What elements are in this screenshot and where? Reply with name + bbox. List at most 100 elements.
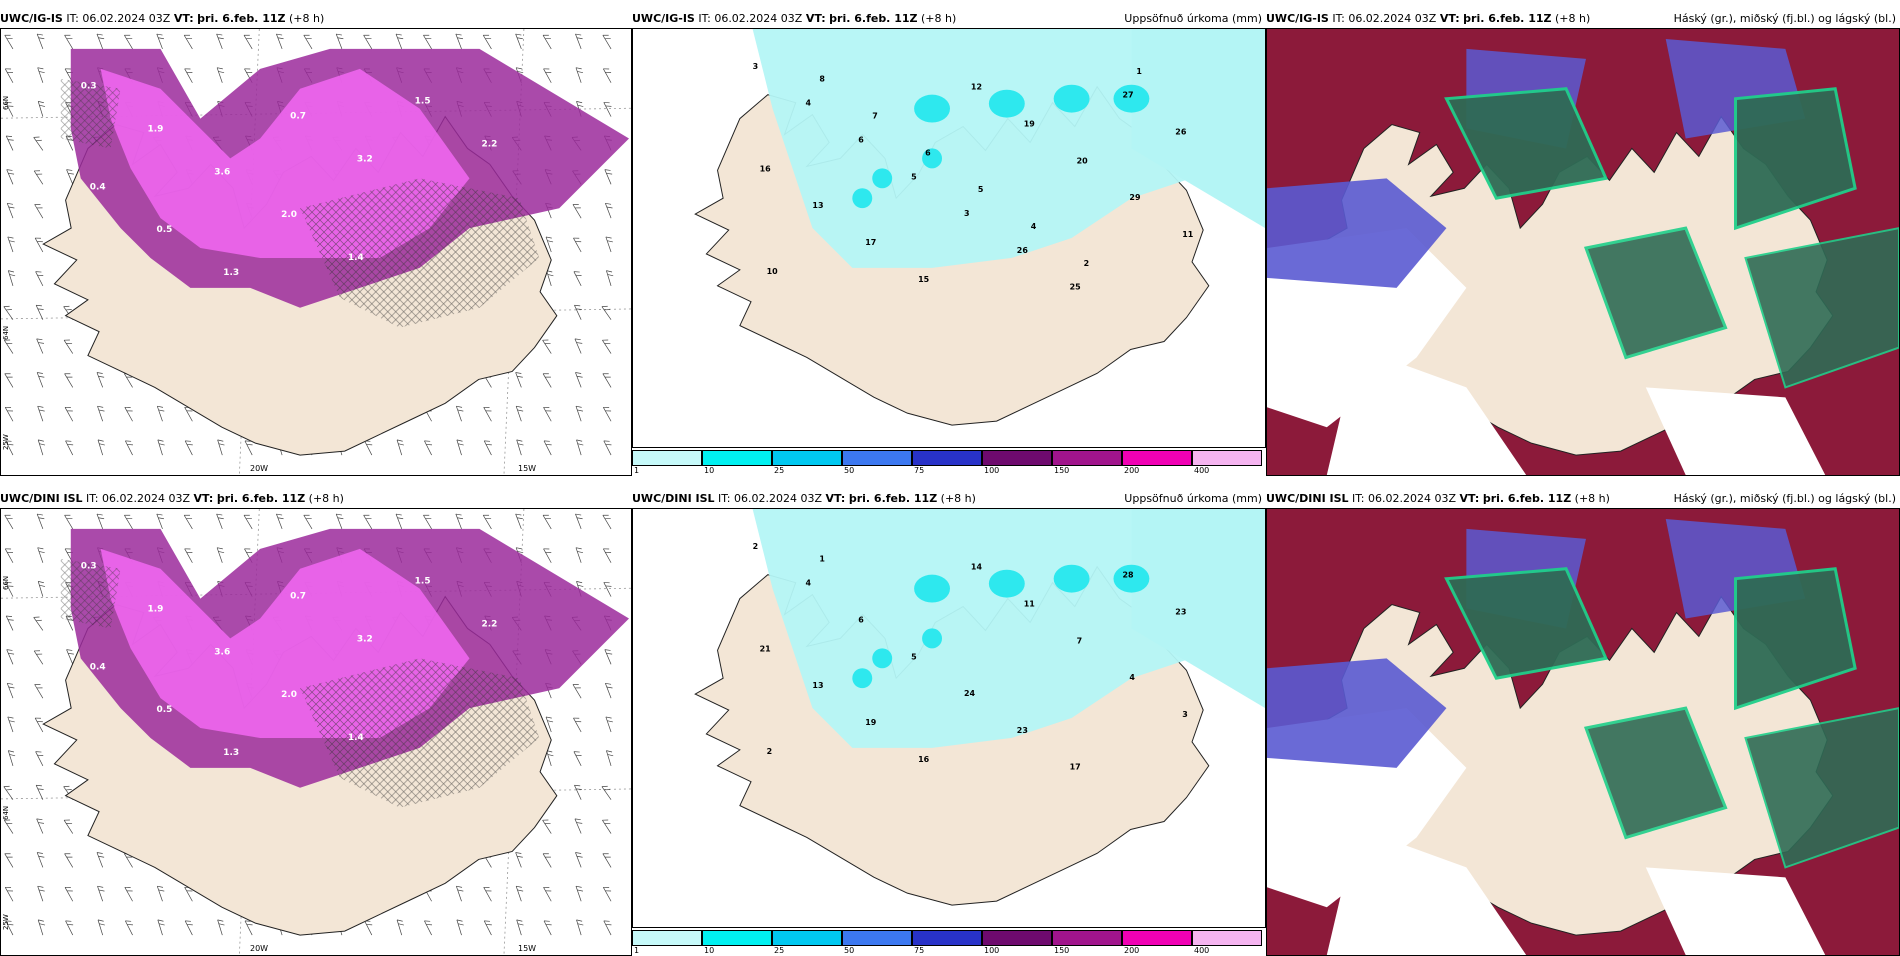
precip-value-label: 0.7 — [290, 112, 306, 122]
accumulation-value: 2 — [753, 542, 759, 551]
colorbar-swatch — [1052, 930, 1122, 946]
accumulation-value: 6 — [858, 615, 864, 624]
map-panel-4: UWC/DINI ISL IT: 06.02.2024 03Z VT: þri.… — [0, 490, 632, 956]
lat-label-66n: 66N — [2, 95, 10, 110]
panel-header: UWC/IG-IS IT: 06.02.2024 03Z VT: þri. 6.… — [0, 10, 632, 28]
accumulation-value: 11 — [1182, 230, 1193, 239]
accumulation-value: 26 — [1175, 128, 1187, 137]
precip-value-label: 0.7 — [290, 592, 306, 602]
precip-value-label: 2.2 — [481, 619, 497, 629]
colorbar-swatch — [702, 450, 772, 466]
accumulation-value: 20 — [1077, 156, 1089, 165]
model-source: UWC/DINI ISL — [632, 492, 715, 505]
precip-value-label: 1.4 — [348, 733, 364, 743]
colorbar-swatch — [1122, 450, 1192, 466]
accumulation-value: 4 — [805, 579, 811, 588]
colorbar-swatch — [912, 930, 982, 946]
colorbar-swatch — [632, 930, 702, 946]
accumulation-value: 16 — [918, 755, 930, 764]
model-source: UWC/DINI ISL — [1266, 492, 1349, 505]
accumulation-value: 8 — [819, 75, 825, 84]
colorbar-swatch — [772, 450, 842, 466]
lon-label-25w: 25W — [2, 914, 10, 930]
colorbar-tick-label: 50 — [844, 466, 855, 475]
precip-value-label: 2.0 — [281, 210, 297, 220]
accumulation-value: 15 — [918, 275, 929, 284]
init-time: IT: 06.02.2024 03Z — [66, 12, 171, 25]
accumulation-value: 14 — [971, 563, 983, 572]
precip-value-label: 0.4 — [90, 182, 106, 192]
colorbar-tick-label: 1 — [634, 466, 640, 475]
accumulation-value: 4 — [1129, 673, 1135, 682]
colorbar-swatch — [632, 450, 702, 466]
colorbar-tick-label: 400 — [1194, 946, 1210, 955]
colorbar-tick-label: 1 — [634, 946, 640, 955]
colorbar-tick-label: 400 — [1194, 466, 1210, 475]
lead-time: (+8 h) — [920, 12, 957, 25]
panel-header: UWC/IG-IS IT: 06.02.2024 03Z VT: þri. 6.… — [1266, 10, 1900, 28]
precip-value-label: 3.6 — [214, 647, 230, 657]
colorbar-swatch — [912, 450, 982, 466]
lon-label-15w: 15W — [518, 944, 537, 953]
colorbar-tick-label: 25 — [774, 466, 785, 475]
colorbar-tick-label: 75 — [914, 466, 925, 475]
model-source: UWC/IG-IS — [0, 12, 63, 25]
lon-label-20w: 20W — [250, 464, 269, 473]
accumulation-value: 5 — [911, 172, 917, 181]
accumulation-value: 2 — [1084, 259, 1090, 268]
colorbar-tick-label: 150 — [1054, 946, 1070, 955]
accumulation-value: 28 — [1122, 571, 1134, 580]
init-time: IT: 06.02.2024 03Z — [1332, 12, 1437, 25]
accumulation-value: 23 — [1017, 726, 1028, 735]
valid-time: þri. 6.feb. 11Z — [848, 492, 938, 505]
map-panel-5: UWC/DINI ISL IT: 06.02.2024 03Z VT: þri.… — [632, 490, 1266, 956]
init-time: IT: 06.02.2024 03Z — [698, 12, 803, 25]
accumulation-value: 2 — [767, 747, 773, 756]
init-time: IT: 06.02.2024 03Z — [718, 492, 823, 505]
map-canvas: 3 4 6 5 3 26 25 27 26 16 13 17 15 12 19 20 29 11 10 8 7 6 5 4 2 1 — [632, 28, 1266, 448]
lead-time: (+8 h) — [1574, 492, 1610, 505]
precip-value-label: 0.3 — [81, 562, 97, 572]
accumulation-value: 5 — [911, 652, 917, 661]
lead-time: (+8 h) — [1554, 12, 1591, 25]
colorbar-swatch — [772, 930, 842, 946]
precip-value-label: 2.2 — [481, 139, 497, 149]
colorbar-tick-label: 200 — [1124, 946, 1140, 955]
map-panel-2: UWC/IG-IS IT: 06.02.2024 03Z VT: þri. 6.… — [632, 10, 1266, 476]
accumulation-value: 13 — [812, 201, 823, 210]
lead-time: (+8 h) — [308, 492, 344, 505]
lead-time: (+8 h) — [288, 12, 325, 25]
precip-value-label: 1.5 — [415, 97, 431, 107]
accumulation-value: 17 — [865, 238, 876, 247]
precip-value-label: 1.9 — [148, 125, 164, 135]
colorbar-tick-label: 50 — [844, 946, 855, 955]
map-panel-3: UWC/IG-IS IT: 06.02.2024 03Z VT: þri. 6.… — [1266, 10, 1900, 476]
lon-label-20w: 20W — [250, 944, 269, 953]
colorbar-tick-label: 75 — [914, 946, 925, 955]
colorbar-tick-label: 100 — [984, 946, 1000, 955]
colorbar-tick-label: 150 — [1054, 466, 1070, 475]
lat-label-64n: 64N — [2, 805, 10, 820]
product-title: Háský (gr.), miðský (fj.bl.) og lágský (… — [1673, 12, 1896, 25]
lat-label-66n: 66N — [2, 575, 10, 590]
init-time: IT: 06.02.2024 03Z — [86, 492, 191, 505]
model-source: UWC/DINI ISL — [0, 492, 83, 505]
valid-time-label: VT: — [1459, 492, 1480, 505]
precip-value-label: 1.3 — [223, 268, 239, 278]
panel-header: UWC/DINI ISL IT: 06.02.2024 03Z VT: þri.… — [1266, 490, 1900, 508]
colorbar-swatch — [982, 450, 1052, 466]
accumulation-value: 7 — [1077, 636, 1083, 645]
accumulation-value: 16 — [760, 164, 772, 173]
accumulation-value: 13 — [812, 681, 823, 690]
product-title: Uppsöfnuð úrkoma (mm) — [1124, 12, 1262, 25]
colorbar-tick-label: 10 — [704, 466, 715, 475]
precip-value-label: 1.4 — [348, 253, 364, 263]
accumulation-value: 7 — [872, 112, 878, 121]
accumulation-value: 25 — [1070, 283, 1081, 292]
lat-label-64n: 64N — [2, 325, 10, 340]
precip-value-label: 1.5 — [415, 577, 431, 587]
colorbar-tick-label: 200 — [1124, 466, 1140, 475]
precip-value-label: 0.4 — [90, 662, 106, 672]
precip-value-label: 0.5 — [157, 225, 173, 235]
valid-time: þri. 6.feb. 11Z — [1463, 12, 1552, 25]
